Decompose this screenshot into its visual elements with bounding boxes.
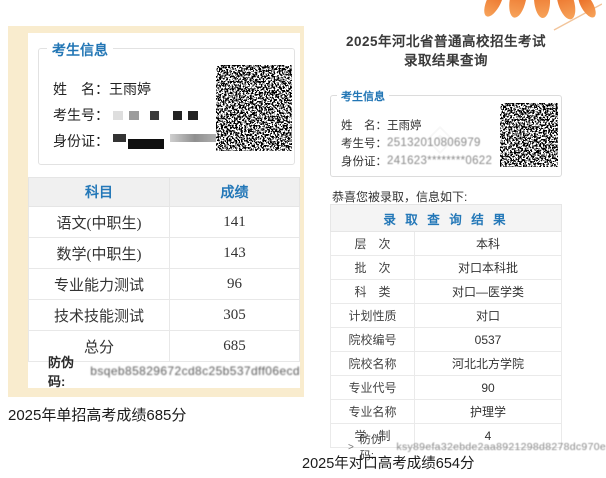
name-label: 姓 名： — [341, 119, 387, 132]
result-value: 护理学 — [414, 399, 562, 424]
antifake-row: > 防伪码: ksy89efa32ebde2aa8921298d8278dc97… — [348, 431, 606, 463]
table-row: 计划性质 对口 — [330, 303, 562, 328]
table-row: 数学(中职生) 143 — [28, 237, 301, 269]
subject-cell: 技术技能测试 — [28, 299, 170, 331]
exam-no-row: 考生号： — [53, 107, 198, 124]
redacted-value — [113, 110, 198, 120]
score-card-left-inner: 考生信息 姓 名： 王雨婷 考生号： 身份证： — [28, 33, 301, 390]
result-value: 对口本科批 — [414, 255, 562, 280]
table-row: 技术技能测试 305 — [28, 299, 301, 331]
score-card-left: 考生信息 姓 名： 王雨婷 考生号： 身份证： — [8, 26, 304, 397]
score-cell: 685 — [168, 330, 301, 362]
candidate-info-box-right: 考生信息 姓 名： 王雨婷 考生号： 25132010806979 身份证： 2… — [330, 88, 562, 177]
table-row: 专业名称 护理学 — [330, 399, 562, 424]
result-label: 科 类 — [330, 279, 415, 304]
candidate-info-box: 考生信息 姓 名： 王雨婷 考生号： 身份证： — [38, 40, 295, 165]
score-cell: 305 — [168, 299, 301, 331]
name-row: 姓 名： 王雨婷 — [341, 118, 422, 132]
subject-cell: 语文(中职生) — [28, 206, 170, 238]
score-table-header: 科目 成绩 — [28, 177, 301, 207]
table-row: 语文(中职生) 141 — [28, 206, 301, 238]
score-header: 成绩 — [168, 177, 301, 207]
exam-no-value: 25132010806979 — [387, 136, 481, 149]
subject-header: 科目 — [28, 177, 170, 207]
antifake-code: ksy89efa32ebde2aa8921298d8278dc970e — [396, 441, 606, 453]
result-value: 0537 — [414, 327, 562, 352]
id-label: 身份证： — [341, 155, 387, 168]
congrats-text: 恭喜您被录取，信息如下: — [332, 190, 468, 204]
id-row: 身份证： 241623********0622 — [341, 154, 493, 168]
result-label: 院校编号 — [330, 327, 415, 352]
subject-cell: 专业能力测试 — [28, 268, 170, 300]
page-title: 2025年河北省普通高校招生考试 录取结果查询 — [330, 32, 562, 70]
exam-no-label: 考生号： — [341, 137, 387, 150]
antifake-row: 防伪码: bsqeb85829672cd8c25b537dff06ecd — [48, 352, 300, 390]
score-cell: 143 — [168, 237, 301, 269]
result-value: 对口—医学类 — [414, 279, 562, 304]
page-title-line2: 录取结果查询 — [404, 53, 488, 68]
result-table-title: 录 取 查 询 结 果 — [330, 204, 562, 232]
score-cell: 141 — [168, 206, 301, 238]
table-row: 科 类 对口—医学类 — [330, 279, 562, 304]
exam-no-label: 考生号： — [53, 109, 109, 124]
result-label: 专业名称 — [330, 399, 415, 424]
candidate-info-title: 考生信息 — [47, 40, 113, 60]
name-value: 王雨婷 — [109, 83, 151, 98]
left-caption: 2025年单招高考成绩685分 — [8, 407, 187, 424]
admission-result-table: 录 取 查 询 结 果 层 次 本科 批 次 对口本科批 科 类 对口—医学类 … — [330, 204, 562, 448]
result-label: 院校名称 — [330, 351, 415, 376]
table-row: 学 制 4 — [330, 423, 562, 448]
table-row: 批 次 对口本科批 — [330, 255, 562, 280]
result-value: 对口 — [414, 303, 562, 328]
result-value: 本科 — [414, 231, 562, 256]
table-row: 院校名称 河北北方学院 — [330, 351, 562, 376]
name-row: 姓 名： 王雨婷 — [53, 81, 151, 98]
antifake-code: bsqeb85829672cd8c25b537dff06ecd — [90, 364, 300, 378]
table-row: 层 次 本科 — [330, 231, 562, 256]
qr-code-icon — [216, 65, 292, 151]
table-row: 专业能力测试 96 — [28, 268, 301, 300]
table-row: 总分 685 — [28, 330, 301, 362]
page-title-line1: 2025年河北省普通高校招生考试 — [345, 34, 547, 49]
score-table: 科目 成绩 语文(中职生) 141 数学(中职生) 143 专业能力测试 96 … — [28, 177, 301, 362]
result-label: 学 制 — [330, 423, 415, 448]
table-row: 院校编号 0537 — [330, 327, 562, 352]
orange-leaves-decoration — [484, 0, 602, 31]
result-value: 4 — [414, 423, 562, 448]
table-row: 专业代号 90 — [330, 375, 562, 400]
id-label: 身份证： — [53, 135, 109, 150]
result-label: 层 次 — [330, 231, 415, 256]
result-label: 计划性质 — [330, 303, 415, 328]
candidate-info-title: 考生信息 — [337, 88, 389, 104]
result-label: 批 次 — [330, 255, 415, 280]
result-value: 90 — [414, 375, 562, 400]
qr-code-icon — [500, 103, 558, 167]
name-value: 王雨婷 — [387, 119, 422, 132]
chevron-right-icon: > — [348, 441, 354, 453]
antifake-label: 防伪码: — [48, 355, 75, 389]
subject-cell: 数学(中职生) — [28, 237, 170, 269]
id-value: 241623********0622 — [387, 154, 493, 167]
name-label: 姓 名： — [53, 83, 109, 98]
antifake-label: 防伪码: — [359, 434, 382, 462]
score-cell: 96 — [168, 268, 301, 300]
result-value: 河北北方学院 — [414, 351, 562, 376]
exam-no-row: 考生号： 25132010806979 — [341, 136, 481, 150]
right-caption: 2025年对口高考成绩654分 — [302, 456, 475, 472]
result-label: 专业代号 — [330, 375, 415, 400]
subject-cell: 总分 — [28, 330, 170, 362]
